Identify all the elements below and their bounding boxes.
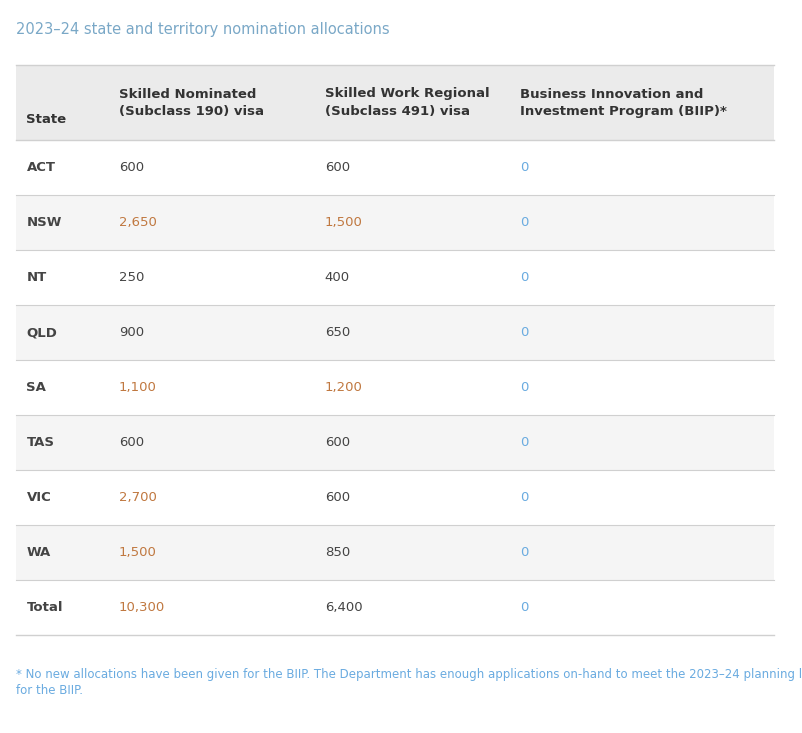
Text: 0: 0 [520,601,528,614]
Text: 0: 0 [520,271,528,284]
Text: 0: 0 [520,161,528,174]
Text: Total: Total [26,601,63,614]
Bar [16,415,774,470]
Text: 400: 400 [325,271,350,284]
Text: 600: 600 [325,436,350,449]
Text: (Subclass 190) visa: (Subclass 190) visa [119,105,264,117]
Text: 1,100: 1,100 [119,381,156,394]
Text: 0: 0 [520,326,528,339]
Text: QLD: QLD [26,326,57,339]
Bar [16,250,774,305]
Text: 600: 600 [119,436,144,449]
Text: WA: WA [26,546,51,559]
Text: 600: 600 [325,161,350,174]
Text: 600: 600 [119,161,144,174]
Bar [16,470,774,525]
Text: 2023–24 state and territory nomination allocations: 2023–24 state and territory nomination a… [16,22,390,37]
Text: 1,500: 1,500 [119,546,156,559]
Text: 10,300: 10,300 [119,601,165,614]
Text: State: State [26,113,67,126]
Bar [16,305,774,360]
Text: Skilled Nominated: Skilled Nominated [119,87,256,100]
Text: (Subclass 491) visa: (Subclass 491) visa [325,105,470,117]
Bar [16,195,774,250]
Text: 0: 0 [520,216,528,229]
Bar [16,580,774,635]
Text: 0: 0 [520,491,528,504]
Text: 0: 0 [520,381,528,394]
Text: 2,650: 2,650 [119,216,156,229]
Bar [16,525,774,580]
Bar [16,140,774,195]
Text: ACT: ACT [26,161,55,174]
Text: 0: 0 [520,436,528,449]
Text: 1,200: 1,200 [325,381,363,394]
Text: SA: SA [26,381,47,394]
Text: TAS: TAS [26,436,55,449]
Bar [16,360,774,415]
Text: 1,500: 1,500 [325,216,363,229]
Text: 6,400: 6,400 [325,601,363,614]
Text: Investment Program (BIIP)*: Investment Program (BIIP)* [520,105,727,117]
Text: * No new allocations have been given for the BIIP. The Department has enough app: * No new allocations have been given for… [16,668,802,681]
Text: NT: NT [26,271,47,284]
Text: NSW: NSW [26,216,62,229]
Text: 0: 0 [520,546,528,559]
Text: 250: 250 [119,271,144,284]
Text: 650: 650 [325,326,350,339]
Text: Skilled Work Regional: Skilled Work Regional [325,87,489,100]
Text: for the BIIP.: for the BIIP. [16,684,83,697]
Text: 600: 600 [325,491,350,504]
Bar [16,65,774,140]
Text: Business Innovation and: Business Innovation and [520,87,703,100]
Text: VIC: VIC [26,491,51,504]
Text: 850: 850 [325,546,350,559]
Text: 2,700: 2,700 [119,491,156,504]
Text: 900: 900 [119,326,144,339]
